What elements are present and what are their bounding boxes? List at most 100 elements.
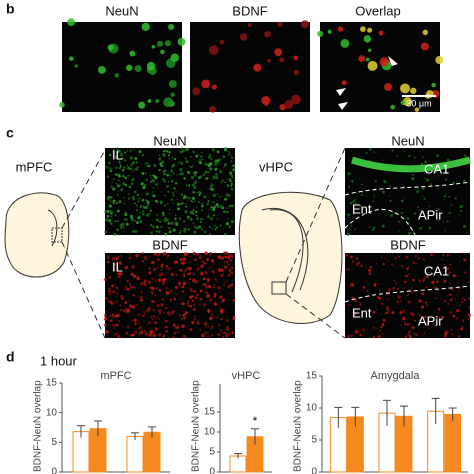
cell (327, 29, 332, 34)
cell (348, 185, 351, 188)
cell (426, 322, 429, 325)
cell (172, 192, 174, 194)
cell (277, 21, 283, 27)
cell (127, 166, 131, 170)
cell (132, 293, 136, 297)
micrograph (190, 22, 310, 112)
cell (134, 64, 142, 72)
cell (434, 324, 437, 327)
cell (209, 267, 211, 269)
cell (428, 327, 431, 330)
cell (123, 218, 126, 221)
cell (178, 326, 180, 329)
cell (112, 323, 116, 327)
cell (366, 290, 368, 292)
cell (131, 178, 135, 182)
cell (223, 260, 226, 263)
cell (221, 331, 224, 334)
cell (110, 215, 113, 217)
cell (124, 265, 128, 270)
cell (385, 306, 389, 310)
cell (206, 258, 209, 261)
cell (233, 293, 236, 296)
cell (193, 185, 197, 189)
cell (170, 221, 174, 225)
cell (156, 327, 159, 329)
cell (437, 312, 439, 314)
cell (454, 197, 457, 200)
cell (372, 335, 376, 339)
cell (136, 276, 140, 281)
cell (170, 53, 179, 62)
cell (461, 297, 464, 300)
cell (167, 154, 170, 157)
cell (105, 310, 108, 312)
cell (171, 180, 174, 183)
image-title: Overlap (355, 3, 401, 18)
cell (444, 230, 446, 232)
cell (116, 209, 120, 213)
cell (216, 280, 218, 282)
cell (408, 154, 411, 158)
cell (410, 291, 413, 294)
cell (163, 204, 166, 207)
cell (133, 202, 137, 205)
cell (115, 257, 119, 261)
cell (195, 210, 198, 214)
cell (209, 185, 211, 187)
cell (423, 147, 425, 149)
cell (232, 315, 236, 319)
cell (194, 180, 198, 183)
cell (179, 168, 183, 172)
cell (214, 292, 217, 296)
cell (428, 205, 431, 208)
cell (215, 176, 219, 180)
cell (228, 253, 232, 258)
cell (423, 332, 426, 335)
cell (133, 148, 135, 150)
cell (196, 217, 199, 220)
cell (403, 197, 405, 199)
cell (203, 282, 206, 286)
cell (192, 164, 194, 167)
cell (345, 268, 348, 271)
cell (181, 290, 185, 293)
cell (365, 313, 368, 316)
cell (392, 286, 396, 290)
cell (230, 283, 234, 287)
y-tick-label: 15 (46, 378, 58, 389)
cell (349, 285, 352, 287)
cell (157, 278, 162, 282)
cell (181, 314, 184, 317)
cell (367, 27, 373, 33)
cell (386, 308, 390, 312)
cell (178, 282, 181, 285)
image-title: NeuN (391, 133, 424, 148)
cell (228, 178, 232, 182)
cell (418, 279, 422, 282)
cell (407, 323, 410, 326)
cell (194, 227, 196, 229)
cell (156, 218, 159, 222)
cell (207, 335, 209, 338)
cell (122, 175, 125, 178)
cell (153, 252, 157, 256)
cell (173, 157, 177, 161)
cell (155, 287, 158, 290)
cell (163, 218, 167, 223)
image-label: IL (112, 147, 123, 162)
cell (177, 37, 186, 46)
panel-letter: b (6, 1, 15, 17)
cell (180, 298, 182, 301)
boundary (344, 181, 471, 196)
cell (381, 323, 385, 326)
cell (452, 314, 456, 318)
cell (196, 267, 200, 271)
cell (116, 292, 118, 295)
cell (141, 259, 145, 263)
cell (198, 191, 201, 194)
cell (208, 252, 213, 256)
cell (188, 295, 193, 299)
cell (211, 269, 215, 273)
cell (458, 304, 461, 307)
